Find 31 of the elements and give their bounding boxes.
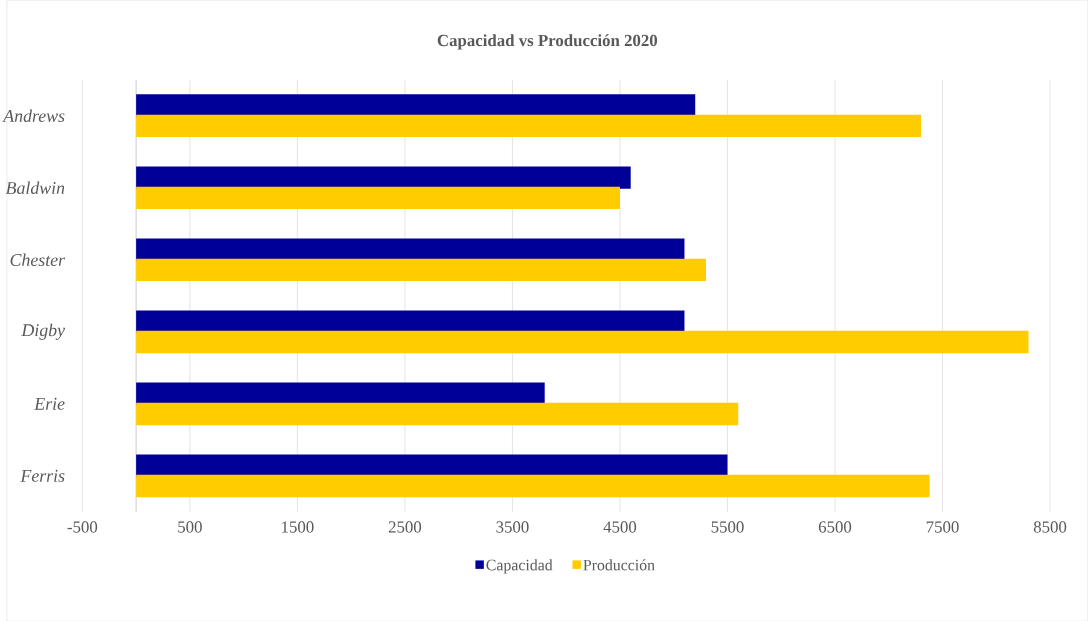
bar: [136, 310, 685, 333]
x-tick-label: 8500: [1033, 521, 1067, 533]
x-tick-label: -500: [67, 521, 98, 533]
y-tick-label: Chester: [10, 253, 66, 266]
bar: [136, 382, 545, 405]
x-tick-label: 7500: [926, 521, 959, 533]
x-tick-label: 3500: [496, 521, 529, 533]
y-tick-label: Baldwin: [5, 181, 65, 194]
x-tick-label: 5500: [711, 521, 744, 533]
legend-label: Capacidad: [486, 559, 553, 574]
bar: [136, 166, 631, 189]
y-tick-label: Ferris: [20, 469, 65, 482]
bar: [136, 330, 1029, 353]
legend-label: Producción: [583, 559, 655, 571]
x-tick-label: 4500: [603, 521, 637, 533]
bar: [136, 238, 685, 261]
y-tick-label: Digby: [21, 323, 66, 340]
bar: [136, 258, 706, 281]
y-tick-label: Andrews: [2, 109, 65, 122]
y-tick-label: Erie: [34, 397, 65, 410]
x-tick-label: 2500: [388, 521, 422, 533]
x-tick-label: 6500: [818, 521, 852, 533]
x-tick-label: 500: [178, 521, 202, 533]
bar: [136, 94, 696, 117]
bar: [136, 454, 728, 477]
bar: [136, 186, 620, 209]
chart-title: Capacidad vs Producción 2020: [437, 34, 658, 50]
bar: [136, 114, 922, 137]
bar: [136, 474, 930, 498]
bar: [136, 402, 739, 425]
x-tick-label: 1500: [282, 521, 314, 533]
